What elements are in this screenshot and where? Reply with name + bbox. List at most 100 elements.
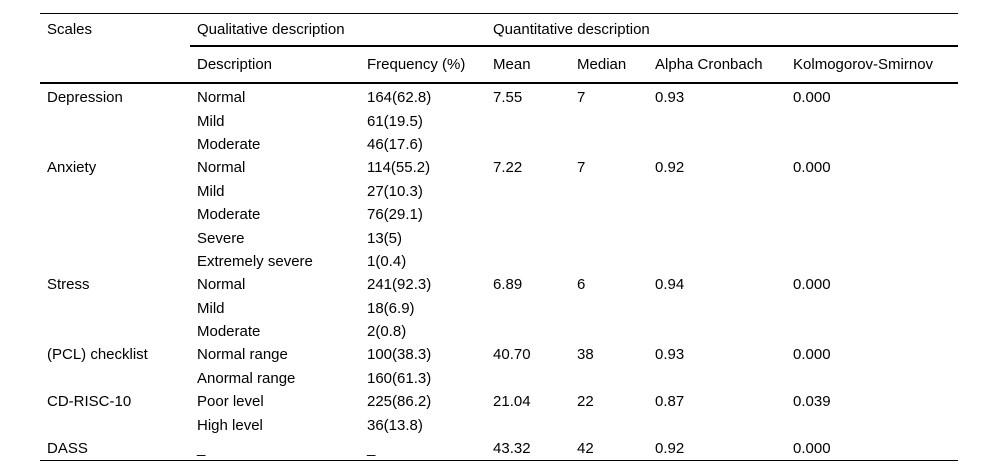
cell-scale xyxy=(40,203,190,226)
cell-alpha xyxy=(648,250,786,273)
cell-mean xyxy=(486,226,570,249)
cell-median xyxy=(570,367,648,390)
table-row: DASS _ _ 43.32 42 0.92 0.000 xyxy=(40,437,958,461)
group-header-qualitative: Qualitative description xyxy=(190,13,487,47)
cell-alpha: 0.92 xyxy=(655,440,685,458)
cell-ks xyxy=(786,180,958,203)
cell-median: 42 xyxy=(577,440,594,458)
cell-scale xyxy=(40,413,190,436)
cell-median xyxy=(570,180,648,203)
cell-ks xyxy=(786,320,958,343)
cell-description: Moderate xyxy=(197,323,261,341)
cell-description: Mild xyxy=(197,112,225,130)
cell-mean xyxy=(486,250,570,273)
cell-median xyxy=(570,320,648,343)
cell-ks xyxy=(786,226,958,249)
column-header-median: Median xyxy=(570,46,649,84)
table-row: Moderate 2(0.8) xyxy=(40,320,958,343)
cell-frequency: 76(29.1) xyxy=(367,206,423,224)
group-header-row: Scales Qualitative description Quantitat… xyxy=(40,13,959,84)
cell-ks xyxy=(786,297,958,320)
cell-ks xyxy=(786,250,958,273)
cell-alpha: 0.93 xyxy=(655,346,685,364)
cell-mean xyxy=(486,413,570,436)
cell-median: 38 xyxy=(577,346,594,364)
table-row: CD-RISC-10 Poor level 225(86.2) 21.04 22 0.87… xyxy=(40,390,958,413)
cell-scale xyxy=(40,226,190,249)
cell-alpha: 0.94 xyxy=(655,276,685,294)
cell-description: Mild xyxy=(197,182,225,200)
cell-frequency: 1(0.4) xyxy=(367,252,407,270)
table-row: Mild 18(6.9) xyxy=(40,297,958,320)
table-row: Stress Normal 241(92.3) 6.89 6 0.94 0.000 xyxy=(40,273,958,296)
table-header: Scales Qualitative description Quantitat… xyxy=(40,13,959,84)
cell-scale: Stress xyxy=(47,276,90,294)
cell-ks xyxy=(786,133,958,156)
cell-mean xyxy=(486,320,570,343)
table-row: Severe 13(5) xyxy=(40,226,958,249)
column-header-scales: Scales xyxy=(40,13,190,84)
cell-mean xyxy=(486,297,570,320)
column-header-frequency: Frequency (%) xyxy=(360,46,487,84)
cell-median xyxy=(570,297,648,320)
cell-median: 7 xyxy=(577,89,586,107)
cell-median xyxy=(570,226,648,249)
cell-scale xyxy=(40,133,190,156)
cell-description: Normal xyxy=(197,159,246,177)
table-row: Moderate 76(29.1) xyxy=(40,203,958,226)
cell-median xyxy=(570,250,648,273)
cell-description: Poor level xyxy=(197,393,264,411)
cell-frequency: 241(92.3) xyxy=(367,276,432,294)
cell-mean: 6.89 xyxy=(493,276,523,294)
cell-mean xyxy=(486,367,570,390)
cell-description: _ xyxy=(197,440,206,458)
cell-mean: 43.32 xyxy=(493,440,531,458)
cell-description: Anormal range xyxy=(197,369,296,387)
cell-alpha xyxy=(648,367,786,390)
cell-description: Normal xyxy=(197,276,246,294)
table-row: (PCL) checklist Normal range 100(38.3) 40.7… xyxy=(40,343,958,366)
cell-frequency: 36(13.8) xyxy=(367,416,423,434)
cell-ks xyxy=(786,203,958,226)
column-header-kolmogorov-smirnov: Kolmogorov-Smirnov xyxy=(786,46,959,84)
cell-scale xyxy=(40,367,190,390)
table-row: Extremely severe 1(0.4) xyxy=(40,250,958,273)
cell-median xyxy=(570,133,648,156)
group-header-quantitative: Quantitative description xyxy=(486,13,959,47)
cell-mean xyxy=(486,203,570,226)
cell-description: Extremely severe xyxy=(197,252,313,270)
cell-ks: 0.000 xyxy=(793,440,831,458)
cell-frequency: _ xyxy=(367,440,376,458)
cell-frequency: 13(5) xyxy=(367,229,403,247)
cell-ks: 0.000 xyxy=(793,89,831,107)
cell-scale: Anxiety xyxy=(47,159,97,177)
cell-scale xyxy=(40,180,190,203)
cell-scale xyxy=(40,297,190,320)
cell-mean: 7.22 xyxy=(493,159,523,177)
cell-mean: 40.70 xyxy=(493,346,531,364)
table-row: Moderate 46(17.6) xyxy=(40,133,958,156)
scales-statistics-table: Scales Qualitative description Quantitat… xyxy=(40,13,959,462)
cell-ks: 0.000 xyxy=(793,159,831,177)
cell-alpha: 0.92 xyxy=(655,159,685,177)
cell-alpha xyxy=(648,180,786,203)
cell-frequency: 164(62.8) xyxy=(367,89,432,107)
cell-ks xyxy=(786,413,958,436)
cell-median: 22 xyxy=(577,393,594,411)
cell-median xyxy=(570,203,648,226)
table-row: Anxiety Normal 114(55.2) 7.22 7 0.92 0.000 xyxy=(40,156,958,179)
cell-ks xyxy=(786,109,958,132)
cell-frequency: 114(55.2) xyxy=(367,159,431,177)
cell-description: Severe xyxy=(197,229,245,247)
cell-frequency: 61(19.5) xyxy=(367,112,423,130)
cell-scale: CD-RISC-10 xyxy=(47,393,132,411)
cell-scale: (PCL) checklist xyxy=(47,346,148,364)
cell-alpha xyxy=(648,226,786,249)
cell-scale xyxy=(40,250,190,273)
cell-alpha xyxy=(648,297,786,320)
cell-alpha: 0.87 xyxy=(655,393,685,411)
table-row: High level 36(13.8) xyxy=(40,413,958,436)
cell-scale: DASS xyxy=(47,440,88,458)
cell-alpha xyxy=(648,203,786,226)
cell-scale xyxy=(40,109,190,132)
